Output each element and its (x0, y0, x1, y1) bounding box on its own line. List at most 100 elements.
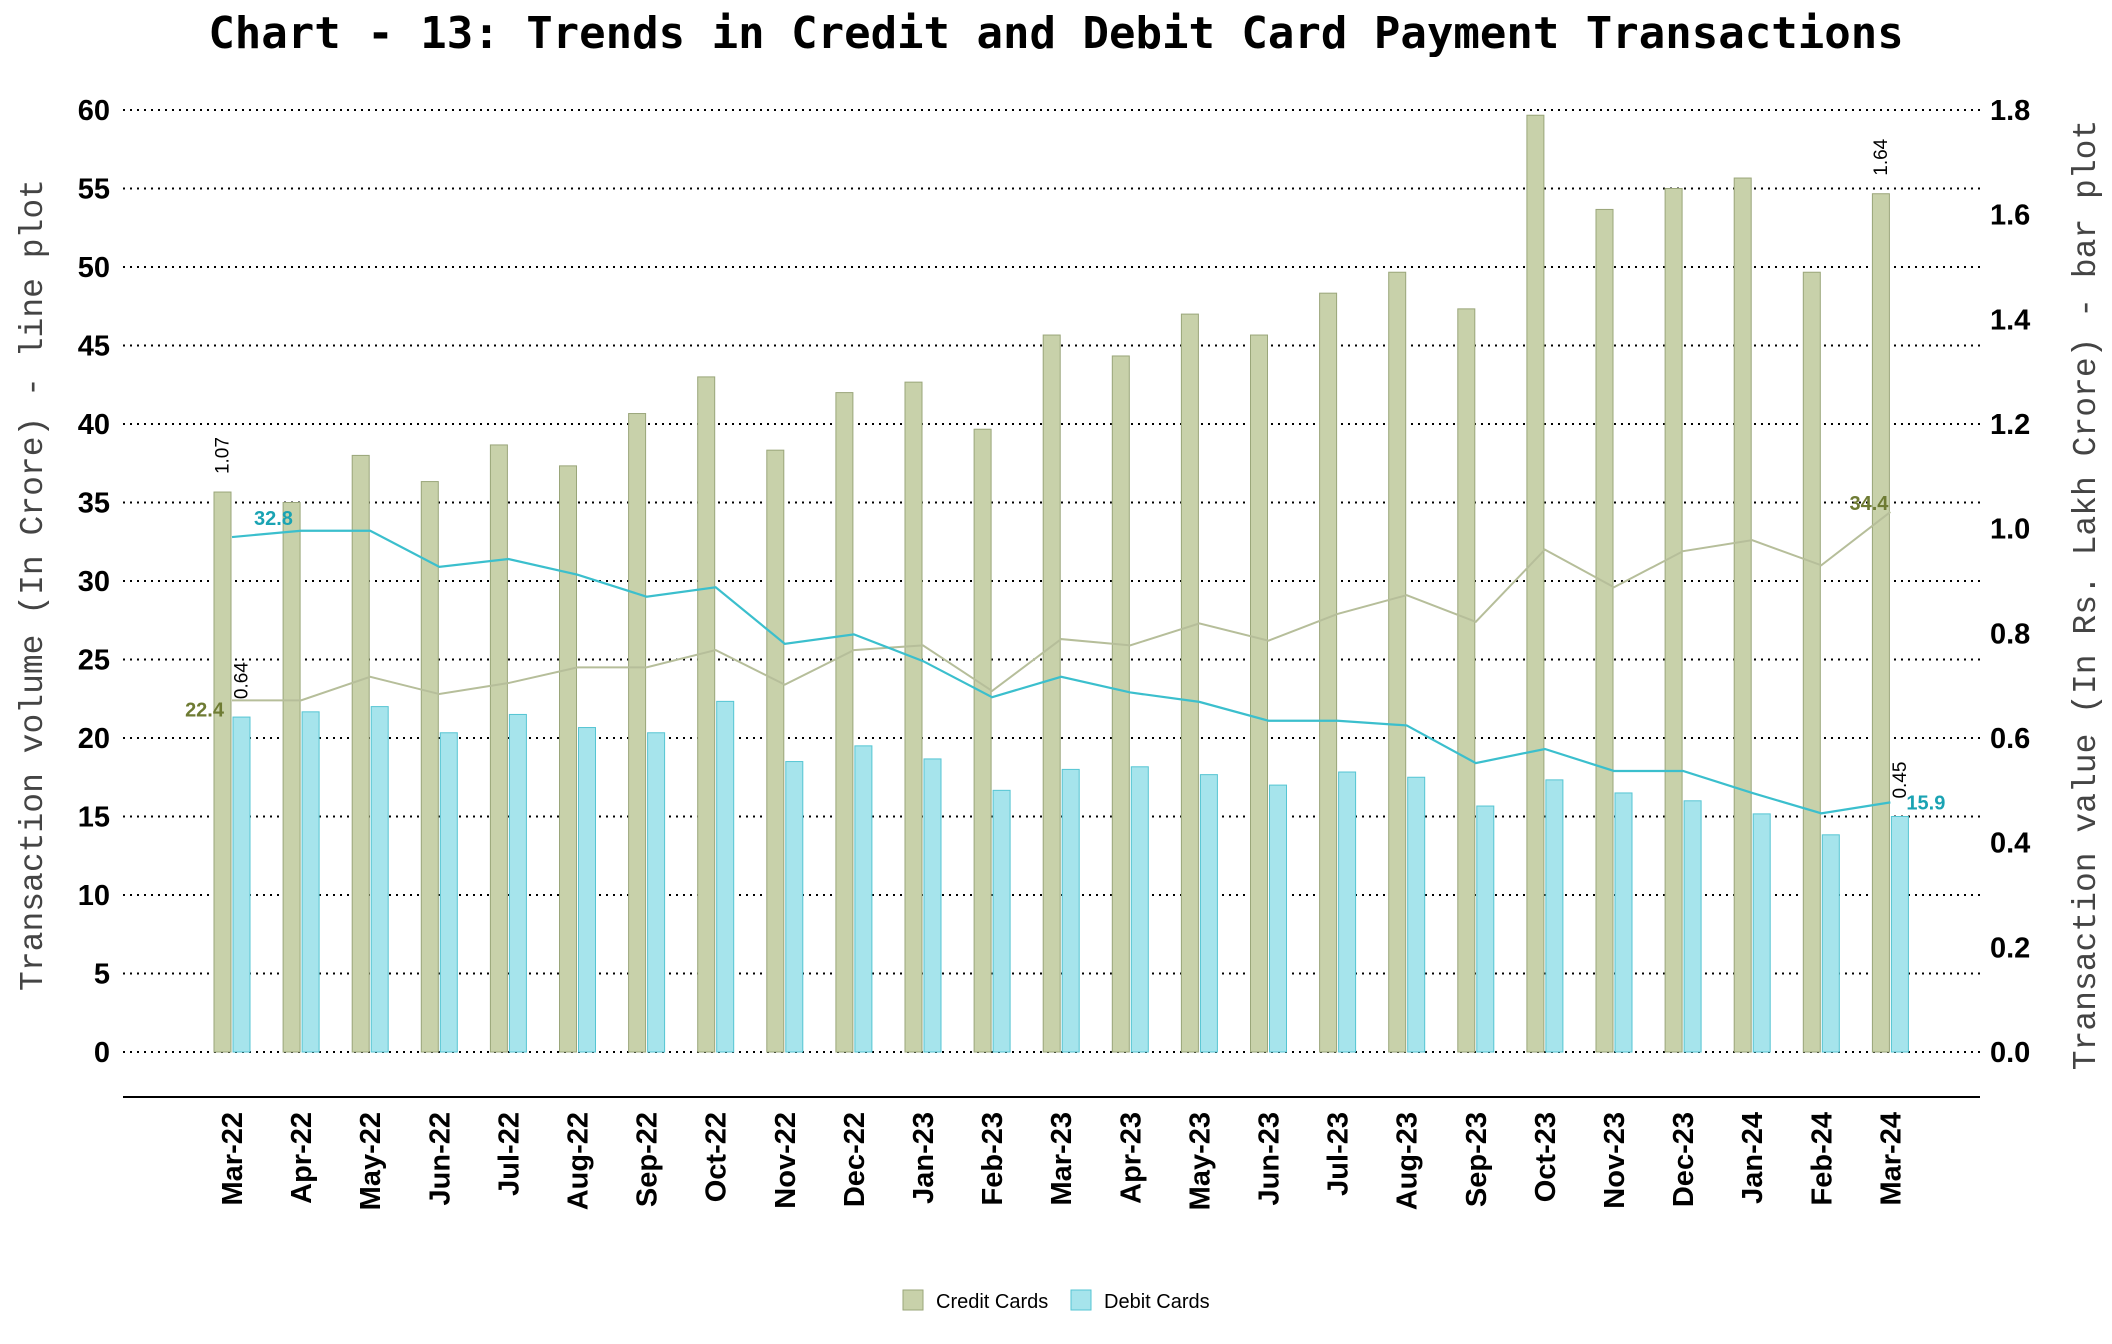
y-right-tick-label: 1.4 (1990, 304, 2030, 336)
bar-debit (1061, 768, 1080, 1053)
line-value-label: 22.4 (185, 699, 225, 721)
bar-debit (1476, 805, 1495, 1053)
bar-value-label: 0.45 (1890, 762, 1911, 799)
bar-credit (282, 502, 301, 1053)
bar-credit (1250, 334, 1268, 1053)
y-left-tick-label: 0 (94, 1037, 110, 1069)
bar-debit (992, 789, 1011, 1053)
y-left-tick-label: 5 (94, 959, 110, 991)
x-tick-label: Mar-24 (1875, 1112, 1907, 1206)
line-credit (232, 511, 1892, 702)
legend-label-credit: Credit Cards (936, 1291, 1048, 1313)
bar-credit (420, 481, 439, 1053)
bar-credit (628, 413, 647, 1053)
bar-credit (1388, 271, 1407, 1053)
y-axis-left-ticks: 0 5 10 15 20 25 30 35 40 45 50 55 60 (78, 95, 110, 1069)
y-left-tick-label: 10 (78, 880, 110, 912)
x-tick-label: Jan-24 (1737, 1112, 1769, 1204)
x-tick-label: Jul-22 (493, 1112, 525, 1196)
y-axis-right-ticks: 0.0 0.2 0.4 0.6 0.8 1.0 1.2 1.4 1.6 1.8 (1990, 95, 2030, 1069)
bar-credit (559, 465, 577, 1053)
bar-credit (1733, 177, 1752, 1053)
bar-credit (973, 428, 992, 1053)
bar-credit (1457, 308, 1476, 1053)
bar-debit (1683, 800, 1702, 1053)
bar-debit (370, 706, 389, 1053)
bar-value-label: 1.64 (1871, 138, 1892, 175)
y-left-tick-label: 20 (78, 723, 110, 755)
x-tick-label: Jan-23 (908, 1112, 940, 1204)
bar-debit (854, 745, 873, 1053)
bar-credit (351, 454, 370, 1053)
x-tick-label: Oct-22 (701, 1112, 733, 1202)
x-tick-label: Feb-24 (1806, 1112, 1838, 1205)
bar-credit (697, 376, 716, 1053)
y-axis-right-label: Transaction value (In Rs. Lakh Crore) - … (2068, 120, 2105, 1071)
line-value-label: 34.4 (1849, 493, 1889, 515)
y-left-tick-label: 50 (78, 252, 110, 284)
y-left-tick-label: 40 (78, 409, 110, 441)
line-value-label: 15.9 (1906, 792, 1945, 814)
y-left-tick-label: 60 (78, 95, 110, 127)
bar-debit (1545, 779, 1564, 1053)
bar-credit (766, 449, 785, 1053)
x-tick-label: May-23 (1184, 1112, 1216, 1210)
x-tick-label: Dec-23 (1668, 1112, 1700, 1207)
x-tick-label: Jun-23 (1254, 1112, 1286, 1205)
bar-credit (1319, 292, 1338, 1053)
line-value-label: 32.8 (254, 508, 293, 530)
y-right-tick-label: 1.8 (1990, 95, 2030, 127)
bar-debit (508, 713, 527, 1053)
chart-title: Chart - 13: Trends in Credit and Debit C… (208, 8, 1903, 59)
legend-label-debit: Debit Cards (1104, 1291, 1210, 1313)
bar-credit (1595, 208, 1614, 1053)
bar-debit (301, 711, 320, 1053)
legend: Credit Cards Debit Cards (902, 1289, 1210, 1313)
bar-credit (1042, 334, 1061, 1053)
bar-debit (923, 758, 942, 1053)
y-right-tick-label: 0.6 (1990, 723, 2030, 755)
bar-debit (1752, 813, 1771, 1053)
bar-credit (213, 491, 232, 1053)
x-tick-label: Sep-23 (1461, 1112, 1493, 1207)
bar-debit (1407, 776, 1426, 1053)
line-series (231, 511, 1892, 815)
x-tick-label: Dec-22 (839, 1112, 871, 1207)
y-right-tick-label: 1.6 (1990, 200, 2030, 232)
x-tick-label: Apr-23 (1115, 1112, 1147, 1204)
y-left-tick-label: 30 (78, 566, 110, 598)
bar-credit (1180, 313, 1199, 1053)
x-tick-label: Mar-23 (1046, 1112, 1078, 1206)
y-left-tick-label: 55 (78, 174, 110, 206)
bar-debit (1614, 792, 1633, 1053)
x-tick-label: Oct-23 (1530, 1112, 1562, 1202)
x-tick-label: Aug-23 (1392, 1112, 1424, 1210)
y-left-tick-label: 25 (78, 645, 110, 677)
bar-debit (1890, 816, 1909, 1053)
legend-swatch-credit (902, 1289, 924, 1311)
y-right-tick-label: 0.4 (1990, 828, 2030, 860)
data-labels: 1.07 0.64 1.64 0.45 32.8 22.4 34.4 15.9 (185, 138, 1945, 814)
x-tick-label: Jun-22 (424, 1112, 456, 1205)
bar-debit (1269, 784, 1287, 1053)
y-left-tick-label: 45 (78, 331, 110, 363)
x-tick-label: May-22 (355, 1112, 387, 1210)
bar-credit (904, 381, 923, 1053)
bar-credit (1664, 188, 1683, 1053)
bar-credit (835, 392, 854, 1053)
x-tick-label: Apr-22 (286, 1112, 318, 1204)
bar-credit (1526, 114, 1545, 1053)
bar-value-label: 1.07 (213, 437, 234, 474)
y-right-tick-label: 0.8 (1990, 618, 2030, 650)
x-tick-label: Nov-22 (770, 1112, 802, 1209)
bar-debit (716, 700, 735, 1053)
line-debit (231, 529, 1891, 815)
bar-debit (578, 727, 596, 1053)
y-right-tick-label: 0.2 (1990, 932, 2030, 964)
bar-debit (439, 732, 458, 1053)
y-right-tick-label: 1.0 (1990, 514, 2030, 546)
x-tick-label: Nov-23 (1599, 1112, 1631, 1209)
x-tick-label: Sep-22 (632, 1112, 664, 1207)
bar-debit (1199, 774, 1218, 1053)
